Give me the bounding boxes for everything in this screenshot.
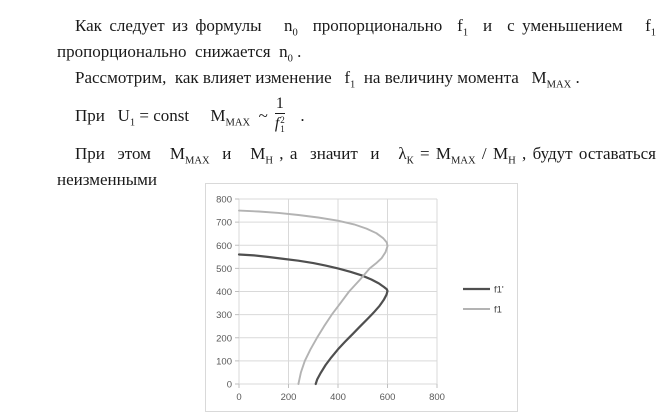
text-line: Как следует из формулы n0 пропорциональн… <box>75 16 656 39</box>
x-tick-label: 200 <box>281 392 297 403</box>
text-line: Рассмотрим, как влияет изменение f1 на в… <box>75 68 580 91</box>
torque-speed-chart: 0 100 200 300 400 500 600 700 800 0 200 400 600 800 f1… <box>205 183 518 412</box>
legend-label-f1: f1 <box>494 305 502 316</box>
chart-svg: 0 100 200 300 400 500 600 700 800 0 200 400 600 800 f1… <box>216 195 504 404</box>
x-tick-label: 0 <box>236 392 241 403</box>
x-tick-label: 800 <box>429 392 445 403</box>
y-tick-label: 100 <box>216 356 232 367</box>
legend-label-f1-prime: f1' <box>494 285 504 296</box>
y-tick-label: 400 <box>216 287 232 298</box>
formula-line: При U1 = const MMAX ~1 f 2 1 . <box>75 95 305 135</box>
text-line: При этом MMAX и MН , а значит и λК = MMA… <box>75 144 656 167</box>
text-line: пропорционально снижается n0 . <box>57 42 302 65</box>
series-curve-f1-prime <box>237 253 389 386</box>
y-tick-label: 200 <box>216 333 232 344</box>
y-tick-label: 300 <box>216 310 232 321</box>
series-curve-f1 <box>238 209 389 385</box>
x-tick-label: 400 <box>330 392 346 403</box>
y-tick-label: 0 <box>227 380 232 391</box>
y-tick-label: 600 <box>216 241 232 252</box>
document-text: Как следует из формулы n0 пропорциональн… <box>57 13 656 193</box>
y-tick-label: 500 <box>216 264 232 275</box>
y-tick-label: 700 <box>216 218 232 229</box>
y-tick-label: 800 <box>216 195 232 206</box>
text-line: неизменными <box>57 170 157 189</box>
x-tick-label: 600 <box>380 392 396 403</box>
